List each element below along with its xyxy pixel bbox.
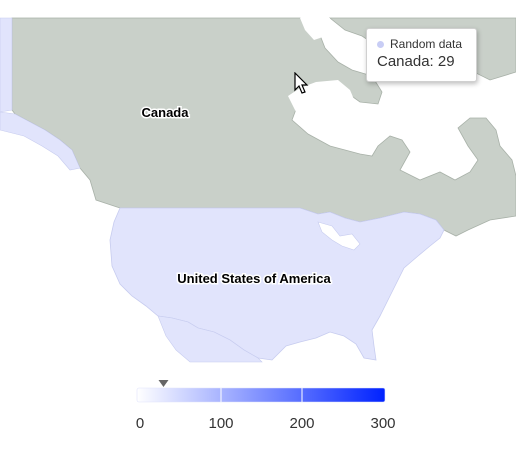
map-tooltip: Random data Canada: 29: [366, 28, 477, 82]
color-axis-tick-label: 0: [136, 415, 144, 432]
tooltip-series-dot: [377, 40, 384, 48]
label-canada: Canada: [142, 105, 190, 120]
arctic-water: [300, 18, 330, 40]
color-axis-bar: [136, 387, 386, 403]
color-axis-tick-label: 100: [208, 415, 233, 432]
color-axis-marker: [158, 380, 169, 387]
alaska-panhandle[interactable]: [0, 111, 81, 171]
great-lakes: [317, 221, 361, 251]
mouse-cursor-icon: [294, 72, 309, 94]
color-axis-tick-label: 200: [289, 415, 314, 432]
label-usa: United States of America: [177, 271, 331, 286]
color-axis: 0 100 200 300: [136, 380, 396, 432]
tooltip-series-name: Random data: [390, 37, 463, 51]
mexico-region[interactable]: [157, 315, 263, 363]
alaska-region[interactable]: [0, 17, 13, 113]
tooltip-value: Canada: 29: [377, 53, 455, 70]
color-axis-tick-label: 300: [370, 415, 395, 432]
